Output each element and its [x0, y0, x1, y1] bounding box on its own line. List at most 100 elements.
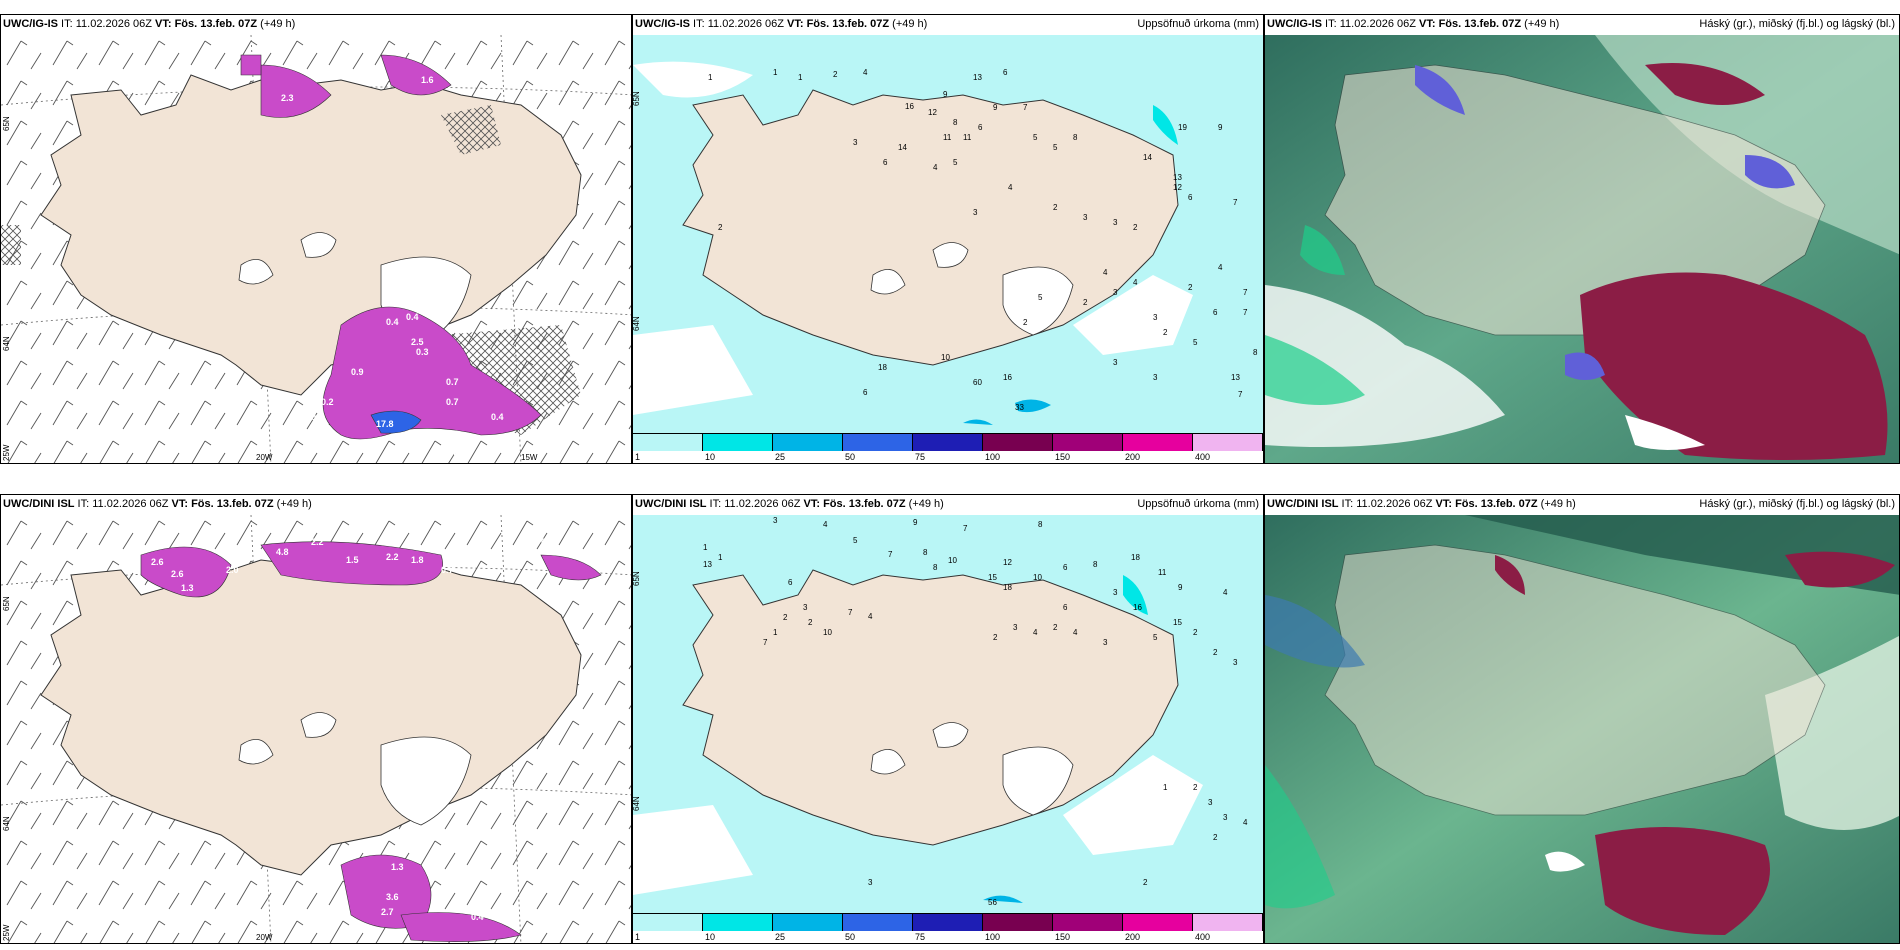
svg-text:1: 1 — [1163, 783, 1168, 792]
glaciers — [870, 242, 1074, 336]
svg-text:6: 6 — [1063, 603, 1068, 612]
svg-text:16: 16 — [905, 102, 914, 111]
wind-precip-map: 17.8 0.4 0.4 0.3 0.9 4.7 2.3 1.6 2.5 0.7… — [1, 35, 631, 463]
colorbar-segment — [983, 913, 1053, 931]
colorbar-tick-label: 200 — [1125, 932, 1141, 942]
svg-text:0.4: 0.4 — [196, 539, 209, 549]
svg-text:14: 14 — [1143, 153, 1152, 162]
svg-text:3: 3 — [1113, 288, 1118, 297]
svg-text:25W: 25W — [2, 444, 11, 461]
svg-text:13: 13 — [1231, 373, 1240, 382]
svg-text:12: 12 — [1173, 183, 1182, 192]
svg-text:9: 9 — [1178, 583, 1183, 592]
svg-text:3: 3 — [1223, 813, 1228, 822]
svg-text:10: 10 — [1033, 573, 1042, 582]
svg-text:5: 5 — [1193, 338, 1198, 347]
svg-text:2: 2 — [1213, 648, 1218, 657]
colorbar-tick-label: 100 — [985, 452, 1001, 462]
svg-text:64N: 64N — [2, 336, 11, 351]
svg-text:2.2: 2.2 — [386, 552, 399, 562]
svg-text:9: 9 — [993, 103, 998, 112]
svg-text:2: 2 — [1213, 833, 1218, 842]
svg-text:65N: 65N — [633, 91, 641, 106]
svg-text:3: 3 — [868, 878, 873, 887]
svg-text:2: 2 — [1188, 283, 1193, 292]
svg-text:25W: 25W — [2, 924, 11, 941]
svg-text:4: 4 — [1033, 628, 1038, 637]
svg-text:3.6: 3.6 — [386, 892, 399, 902]
svg-text:64N: 64N — [633, 796, 641, 811]
svg-text:13: 13 — [703, 560, 712, 569]
svg-text:5: 5 — [1033, 133, 1038, 142]
svg-text:2: 2 — [1143, 878, 1148, 887]
svg-text:4: 4 — [933, 163, 938, 172]
svg-text:7: 7 — [1243, 308, 1248, 317]
svg-text:7: 7 — [963, 524, 968, 533]
cloud-cover-map — [1265, 515, 1899, 943]
colorbar-tick-label: 25 — [774, 932, 785, 942]
svg-text:5: 5 — [853, 536, 858, 545]
panel-dini-accum-precip: UWC/DINI ISL IT: 11.02.2026 06Z VT: Fös.… — [632, 494, 1264, 944]
svg-text:60: 60 — [973, 378, 982, 387]
panel-igis-wind-precip: UWC/IG-IS IT: 11.02.2026 06Z VT: Fös. 13… — [0, 14, 632, 464]
svg-text:9: 9 — [913, 518, 918, 527]
svg-text:0.4: 0.4 — [541, 537, 554, 547]
svg-text:4: 4 — [1073, 628, 1078, 637]
svg-text:3: 3 — [1083, 213, 1088, 222]
colorbar-segment — [912, 913, 983, 931]
svg-text:4: 4 — [1243, 818, 1248, 827]
svg-text:9: 9 — [1218, 123, 1223, 132]
svg-text:11: 11 — [963, 133, 972, 142]
svg-text:10: 10 — [823, 628, 832, 637]
panel-title: UWC/IG-IS IT: 11.02.2026 06Z VT: Fös. 13… — [1267, 18, 1560, 30]
svg-text:4: 4 — [1133, 278, 1138, 287]
panel-field-label: Uppsöfnuð úrkoma (mm) — [1137, 498, 1259, 510]
svg-text:12: 12 — [928, 108, 937, 117]
svg-text:3: 3 — [1208, 798, 1213, 807]
colorbar-tick-label: 50 — [844, 452, 855, 462]
svg-text:6: 6 — [788, 578, 793, 587]
colorbar-tick-label: 75 — [914, 452, 925, 462]
svg-text:1: 1 — [798, 73, 803, 82]
svg-text:8: 8 — [1073, 133, 1078, 142]
svg-text:4: 4 — [1218, 263, 1223, 272]
panel-igis-clouds: UWC/IG-IS IT: 11.02.2026 06Z VT: Fös. 13… — [1264, 14, 1900, 464]
svg-text:4.7: 4.7 — [451, 447, 464, 457]
svg-text:7: 7 — [848, 608, 853, 617]
cloud-cover-map — [1265, 35, 1899, 463]
svg-text:33: 33 — [1015, 403, 1024, 412]
svg-text:2.5: 2.5 — [411, 337, 424, 347]
svg-text:1.3: 1.3 — [181, 583, 194, 593]
svg-text:3: 3 — [1233, 658, 1238, 667]
svg-text:3: 3 — [1103, 638, 1108, 647]
svg-text:8: 8 — [953, 118, 958, 127]
wind-precip-map: 0.4 4.8 2.2 2.6 1.5 2.2 1.8 2.6 1.3 2.0 … — [1, 515, 631, 943]
colorbar-segment — [772, 433, 843, 451]
svg-text:20W: 20W — [256, 453, 273, 462]
colorbar-tick-label: 150 — [1054, 932, 1071, 942]
svg-text:4.8: 4.8 — [276, 547, 289, 557]
svg-text:2: 2 — [1023, 318, 1028, 327]
colorbar-tick-label: 25 — [774, 452, 785, 462]
svg-text:6: 6 — [883, 158, 888, 167]
svg-text:2.7: 2.7 — [381, 907, 394, 917]
svg-text:1: 1 — [708, 73, 713, 82]
colorbar-tick-label: 1 — [635, 452, 641, 462]
svg-text:3: 3 — [1013, 623, 1018, 632]
accum-precip-map: 3 4 9 7 8 1 1 5 7 8 10 12 18 8 13 6 15 1… — [633, 515, 1263, 915]
svg-text:0.4: 0.4 — [386, 317, 399, 327]
svg-text:2: 2 — [1163, 328, 1168, 337]
svg-text:0.4: 0.4 — [471, 912, 484, 922]
svg-text:0.7: 0.7 — [446, 377, 459, 387]
svg-text:6: 6 — [863, 388, 868, 397]
panel-field-label: Uppsöfnuð úrkoma (mm) — [1137, 18, 1259, 30]
panel-title: UWC/DINI ISL IT: 11.02.2026 06Z VT: Fös.… — [635, 498, 944, 510]
colorbar-segment — [772, 913, 843, 931]
panel-igis-accum-precip: UWC/IG-IS IT: 11.02.2026 06Z VT: Fös. 13… — [632, 14, 1264, 464]
colorbar-segment — [1192, 433, 1263, 451]
colorbar-tick-label: 150 — [1054, 452, 1071, 462]
colorbar-tick-label: 10 — [704, 452, 715, 462]
precip-colorbar: 1 10 25 50 75 100 150 200 400 — [633, 433, 1263, 463]
svg-text:2: 2 — [783, 613, 788, 622]
svg-text:2.2: 2.2 — [311, 537, 324, 547]
